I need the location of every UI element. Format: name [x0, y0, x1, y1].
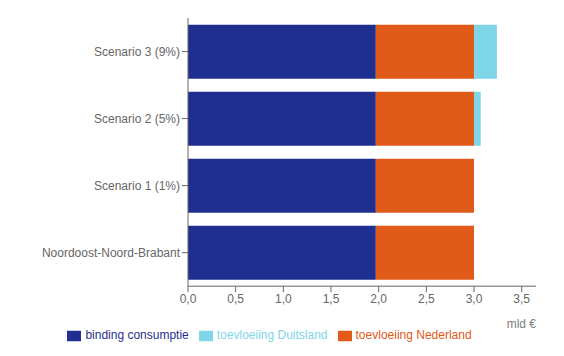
- svg-text:0,5: 0,5: [227, 292, 244, 306]
- svg-text:Scenario 1 (1%): Scenario 1 (1%): [94, 179, 180, 193]
- svg-text:1,5: 1,5: [323, 292, 340, 306]
- html-text:toevloeiing Duitsland: toevloeiing Duitsland: [216, 328, 328, 343]
- html-text:binding consumptie: binding consumptie: [85, 328, 189, 343]
- svg-text:2,0: 2,0: [370, 292, 387, 306]
- html-text:toevloeiing Nederland: toevloeiing Nederland: [355, 328, 472, 343]
- svg-text:Scenario 2 (5%): Scenario 2 (5%): [94, 112, 180, 126]
- svg-text:mld €: mld €: [507, 317, 537, 331]
- svg-text:Noordoost-Noord-Brabant: Noordoost-Noord-Brabant: [42, 246, 181, 260]
- svg-text:1,0: 1,0: [275, 292, 292, 306]
- svg-text:0,0: 0,0: [180, 292, 197, 306]
- svg-text:Scenario 3 (9%): Scenario 3 (9%): [94, 45, 180, 59]
- svg-text:3,5: 3,5: [513, 292, 530, 306]
- svg-text:3,0: 3,0: [466, 292, 483, 306]
- svg-text:2,5: 2,5: [418, 292, 435, 306]
